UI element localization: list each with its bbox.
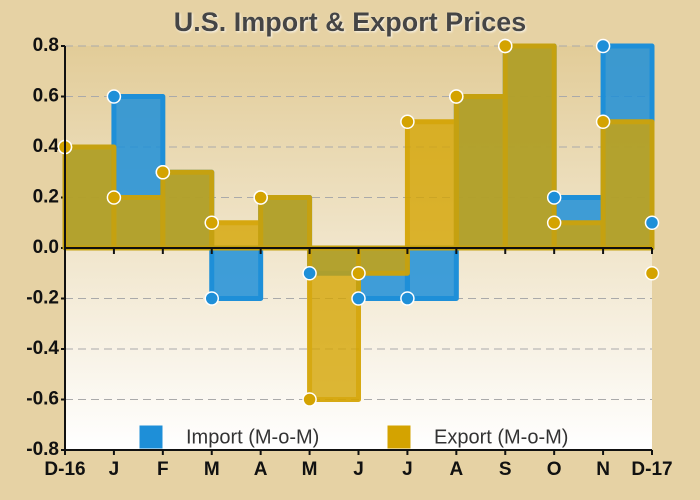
step-bar <box>356 245 410 276</box>
x-tick-label: M <box>204 459 220 480</box>
x-tick-label: D-16 <box>44 459 85 480</box>
step-bar <box>307 245 362 402</box>
x-tick-label: J <box>402 459 413 480</box>
step-bar <box>453 94 508 251</box>
data-point <box>351 291 366 306</box>
step-bar <box>258 195 313 251</box>
y-tick-label: 0.6 <box>33 86 59 107</box>
data-point <box>400 291 415 306</box>
step-bar <box>62 144 117 251</box>
x-tick-label: O <box>547 459 562 480</box>
data-point <box>106 89 122 104</box>
legend-swatch <box>387 425 411 449</box>
x-tick-label: F <box>157 459 169 480</box>
data-point <box>595 38 611 54</box>
step-bar <box>209 245 264 301</box>
step-bar <box>111 195 166 251</box>
step-bar <box>404 119 459 251</box>
legend-swatch <box>139 425 163 449</box>
x-tick-label: D-17 <box>631 459 672 480</box>
data-point <box>302 266 317 281</box>
legend-label: Export (M-o-M) <box>434 426 568 448</box>
x-tick-label: S <box>499 459 512 480</box>
data-point <box>595 114 611 129</box>
step-bar <box>502 43 557 251</box>
data-point <box>546 190 562 205</box>
y-tick-label: -0.8 <box>26 439 59 460</box>
data-point <box>106 190 122 205</box>
step-bar <box>404 245 459 301</box>
data-point <box>498 38 513 54</box>
step-bar <box>600 119 655 251</box>
step-bar <box>551 220 606 251</box>
data-point <box>204 215 219 230</box>
data-point <box>449 89 464 104</box>
y-tick-label: -0.2 <box>26 288 59 309</box>
legend-label: Import (M-o-M) <box>186 426 319 448</box>
x-tick-label: M <box>302 459 318 480</box>
x-tick-label: N <box>596 459 610 480</box>
y-tick-label: 0.8 <box>33 35 59 56</box>
y-tick-label: 0.4 <box>33 136 60 157</box>
chart-title: U.S. Import & Export Prices <box>174 7 527 37</box>
series <box>62 43 655 402</box>
y-tick-label: 0.2 <box>33 187 59 208</box>
x-tick-label: J <box>109 459 120 480</box>
y-tick-label: 0.0 <box>33 237 59 258</box>
y-tick-label: -0.6 <box>26 389 59 410</box>
data-point <box>204 291 219 306</box>
y-tick-label: -0.4 <box>26 338 59 359</box>
step-bar <box>209 220 264 251</box>
x-tick-label: A <box>254 459 268 480</box>
data-point <box>351 266 366 281</box>
data-point <box>302 392 317 407</box>
data-point <box>546 215 562 230</box>
data-point <box>400 114 415 129</box>
data-point <box>644 215 660 230</box>
x-tick-label: J <box>353 459 364 480</box>
step-bar <box>160 169 215 251</box>
x-tick-label: A <box>449 459 463 480</box>
data-point <box>644 266 660 281</box>
data-point <box>155 165 171 180</box>
data-point <box>253 190 268 205</box>
